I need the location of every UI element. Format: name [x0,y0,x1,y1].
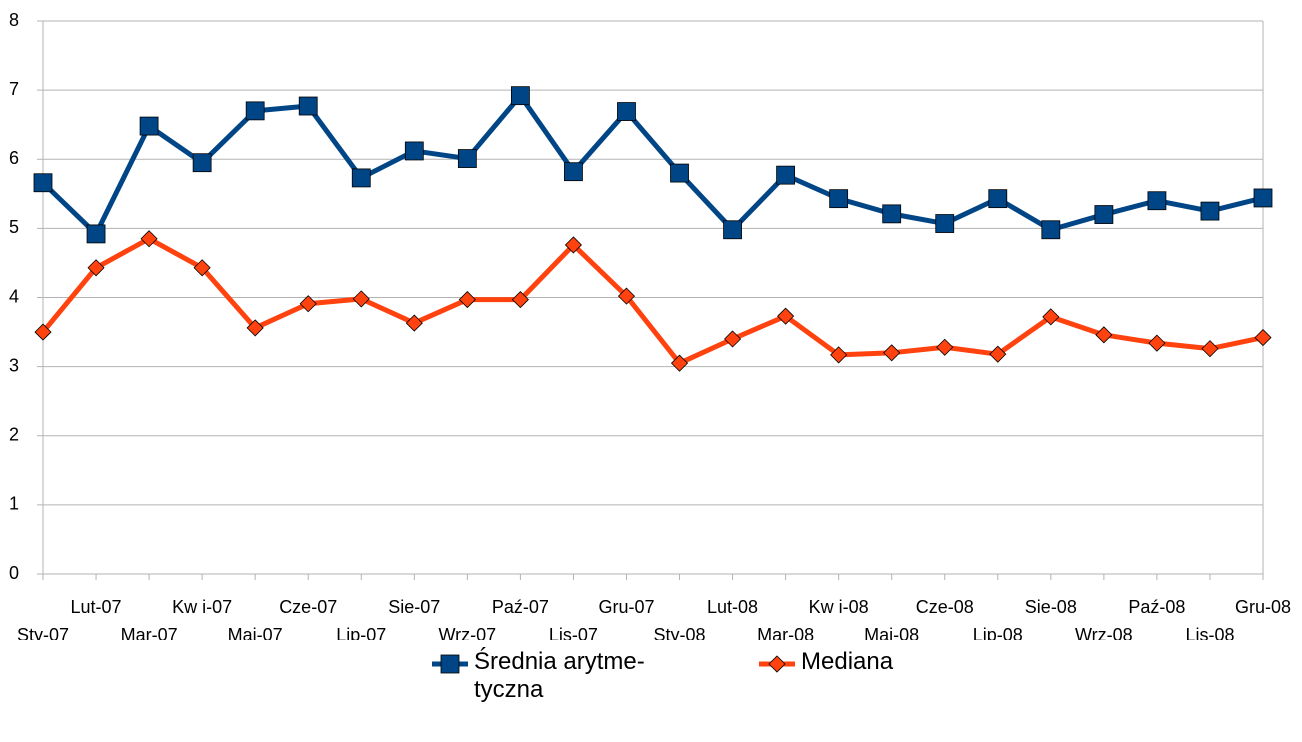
x-tick-label: Lut-08 [707,597,758,617]
x-tick-label: Cze-07 [279,597,337,617]
x-tick-label: Kw i-07 [172,597,232,617]
x-tick-label: Mar-07 [121,625,178,640]
data-point [1254,329,1272,347]
data-point [1094,205,1114,224]
data-point [723,330,742,348]
data-point [457,149,477,168]
y-tick-label: 5 [9,217,19,237]
x-tick-label: Paź-07 [492,597,549,617]
data-point [723,220,742,240]
data-point [458,291,476,309]
y-tick-label: 1 [9,494,19,514]
data-point [405,314,423,332]
legend-item: Średnia arytme-tyczna [430,648,689,704]
data-point [299,295,317,313]
y-tick-label: 7 [9,79,19,99]
data-point [139,116,159,136]
data-point [1042,308,1060,326]
data-point [298,96,318,116]
legend-label: Średnia arytme-tyczna [474,648,645,703]
data-point [140,230,158,248]
data-point [829,189,849,209]
y-tick-label: 0 [9,563,19,583]
y-tick-label: 6 [9,148,19,168]
data-point [617,287,636,305]
legend-icon [759,655,795,673]
x-tick-label: Gru-08 [1235,597,1291,617]
x-tick-label: Kw i-08 [809,597,869,617]
x-tick-label: Sie-08 [1025,597,1077,617]
x-tick-label: Maj-08 [864,625,919,640]
x-tick-label: Lis-07 [549,625,598,640]
data-point [511,291,529,309]
data-point [1041,220,1061,240]
legend-label: Mediana [801,648,894,675]
y-tick-label: 2 [9,425,19,445]
x-tick-label: Lip-08 [973,625,1023,640]
x-tick-label: Cze-08 [916,597,974,617]
data-point [192,153,212,173]
data-point [670,354,689,372]
data-point [33,173,53,193]
legend-marker [768,655,786,673]
data-point [777,307,795,325]
data-point [830,346,848,364]
data-point [989,345,1007,363]
data-point [404,141,424,161]
series-line [41,93,1264,237]
data-point [1253,188,1273,208]
legend-item: Mediana [757,648,893,676]
legend-icon [432,654,468,674]
x-tick-label: Sty-07 [17,625,69,640]
series-line [41,236,1264,366]
data-point [87,259,105,277]
y-tick-label: 8 [9,10,19,30]
x-tick-label: Lis-08 [1185,625,1234,640]
y-tick-label: 4 [9,286,19,306]
data-point [935,214,955,233]
data-point [1147,191,1167,211]
data-point [1200,201,1220,221]
data-point [1201,340,1219,358]
x-tick-label: Sty-08 [654,625,706,640]
data-point [988,189,1008,209]
data-point [352,290,370,308]
data-point [883,344,901,362]
x-tick-label: Mar-08 [757,625,814,640]
data-point [351,168,371,188]
data-point [670,163,689,183]
x-tick-label: Wrz-07 [439,625,497,640]
x-tick-label: Paź-08 [1128,597,1185,617]
x-tick-label: Maj-07 [228,625,283,640]
legend-marker [440,654,460,674]
data-point [1148,334,1166,352]
data-point [776,165,796,185]
data-point [34,323,52,341]
data-point [245,101,265,121]
data-point [564,236,583,254]
data-point [246,319,264,337]
data-point [936,338,954,356]
y-tick-label: 3 [9,355,19,375]
x-tick-label: Gru-07 [598,597,654,617]
data-point [882,204,902,224]
data-point [510,86,530,106]
data-point [86,224,106,244]
data-point [617,102,636,121]
data-point [193,259,211,277]
x-tick-label: Wrz-08 [1075,625,1133,640]
x-tick-label: Lip-07 [336,625,386,640]
x-tick-label: Sie-07 [388,597,440,617]
data-point [564,162,583,182]
x-tick-label: Lut-07 [71,597,122,617]
data-point [1095,326,1113,344]
